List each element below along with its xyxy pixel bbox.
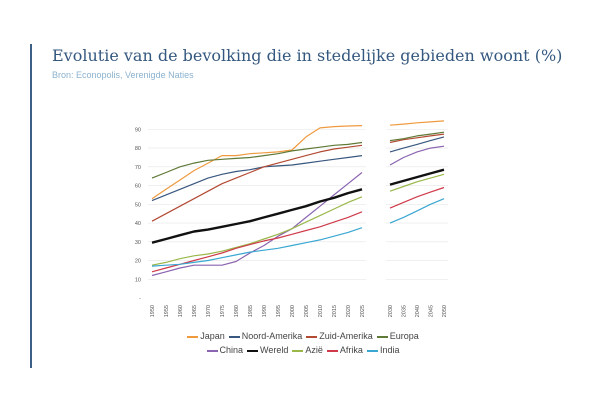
legend-swatch xyxy=(247,349,259,352)
legend-swatch xyxy=(306,335,318,338)
y-tick-label: 20 xyxy=(135,259,141,265)
series-line-india xyxy=(151,227,363,267)
series-line-wereld xyxy=(151,188,363,244)
legend-item-japan: Japan xyxy=(187,331,225,341)
legend-item-wereld: Wereld xyxy=(247,345,288,355)
x-tick-label: 2025 xyxy=(360,305,366,317)
y-tick-label: 70 xyxy=(135,165,141,171)
legend-swatch xyxy=(292,349,304,352)
x-tick-label: 1975 xyxy=(220,305,226,317)
x-tick-label: 2030 xyxy=(388,305,394,317)
legend-item-china: China xyxy=(206,345,244,355)
legend-swatch xyxy=(206,349,218,352)
y-tick-label: 90 xyxy=(135,127,141,133)
series-line-afrika xyxy=(151,211,363,273)
legend-row-1: Japan Noord-Amerika Zuid-Amerika Europa xyxy=(148,331,458,341)
x-tick-label: 1985 xyxy=(248,305,254,317)
legend-label: China xyxy=(219,345,244,355)
legend-label: Noord-Amerika xyxy=(241,331,303,341)
series-line-europa xyxy=(151,141,363,179)
series-line-noord-amerika xyxy=(151,155,363,202)
legend-label: India xyxy=(379,345,400,355)
x-tick-label: 1950 xyxy=(150,305,156,317)
legend-item-azi-: Azië xyxy=(292,345,323,355)
series-line-japan xyxy=(151,125,363,200)
legend-label: Wereld xyxy=(260,345,289,355)
x-tick-label: 2000 xyxy=(290,305,296,317)
x-tick-label: 1960 xyxy=(178,305,184,317)
legend-label: Japan xyxy=(200,331,225,341)
legend-swatch xyxy=(228,335,240,338)
y-tick-label: 40 xyxy=(135,221,141,227)
legend-item-india: India xyxy=(366,345,400,355)
legend-item-zuid-amerika: Zuid-Amerika xyxy=(306,331,373,341)
series-line-wereld-projection xyxy=(389,168,445,186)
y-tick-label: 50 xyxy=(135,202,141,208)
y-tick-label: - xyxy=(139,296,141,302)
legend-label: Europa xyxy=(389,331,419,341)
x-tick-label: 2050 xyxy=(442,305,448,317)
x-tick-label: 1980 xyxy=(234,305,240,317)
x-tick-label: 2015 xyxy=(332,305,338,317)
x-tick-label: 1995 xyxy=(276,305,282,317)
y-tick-label: 30 xyxy=(135,240,141,246)
y-tick-label: 80 xyxy=(135,146,141,152)
legend-item-europa: Europa xyxy=(376,331,419,341)
x-tick-label: 2010 xyxy=(318,305,324,317)
legend-swatch xyxy=(376,335,388,338)
x-tick-label: 1970 xyxy=(206,305,212,317)
legend-item-afrika: Afrika xyxy=(326,345,363,355)
y-tick-label: 10 xyxy=(135,277,141,283)
series-line-europa-projection xyxy=(389,131,445,142)
series-line-noord-amerika-projection xyxy=(389,136,445,153)
y-tick-label: 60 xyxy=(135,184,141,190)
series-line-zuid-amerika-projection xyxy=(389,133,445,144)
series-line-afrika-projection xyxy=(389,186,445,209)
series-line-zuid-amerika xyxy=(151,144,363,222)
legend-label: Afrika xyxy=(339,345,363,355)
series-line-india-projection xyxy=(389,198,445,224)
legend-item-noord-amerika: Noord-Amerika xyxy=(228,331,303,341)
chart-title: Evolutie van de bevolking die in stedeli… xyxy=(52,46,563,65)
x-tick-label: 2005 xyxy=(304,305,310,317)
series-line-azi--projection xyxy=(389,173,445,192)
x-tick-label: 2045 xyxy=(429,305,435,317)
accent-bar xyxy=(30,44,32,368)
series-line-china-projection xyxy=(389,145,445,166)
x-tick-label: 2020 xyxy=(346,305,352,317)
x-tick-label: 1990 xyxy=(262,305,268,317)
x-tick-label: 2040 xyxy=(415,305,421,317)
chart-source: Bron: Econopolis, Verenigde Naties xyxy=(52,70,194,80)
legend-swatch xyxy=(366,349,378,352)
legend-label: Zuid-Amerika xyxy=(319,331,373,341)
legend-swatch xyxy=(326,349,338,352)
x-tick-label: 1955 xyxy=(164,305,170,317)
x-tick-label: 1965 xyxy=(192,305,198,317)
legend-row-2: China Wereld Azië Afrika India xyxy=(148,345,458,355)
legend-swatch xyxy=(187,335,199,338)
x-tick-label: 2035 xyxy=(402,305,408,317)
series-line-japan-projection xyxy=(389,120,445,126)
series-line-azi- xyxy=(151,196,363,266)
legend-label: Azië xyxy=(305,345,323,355)
